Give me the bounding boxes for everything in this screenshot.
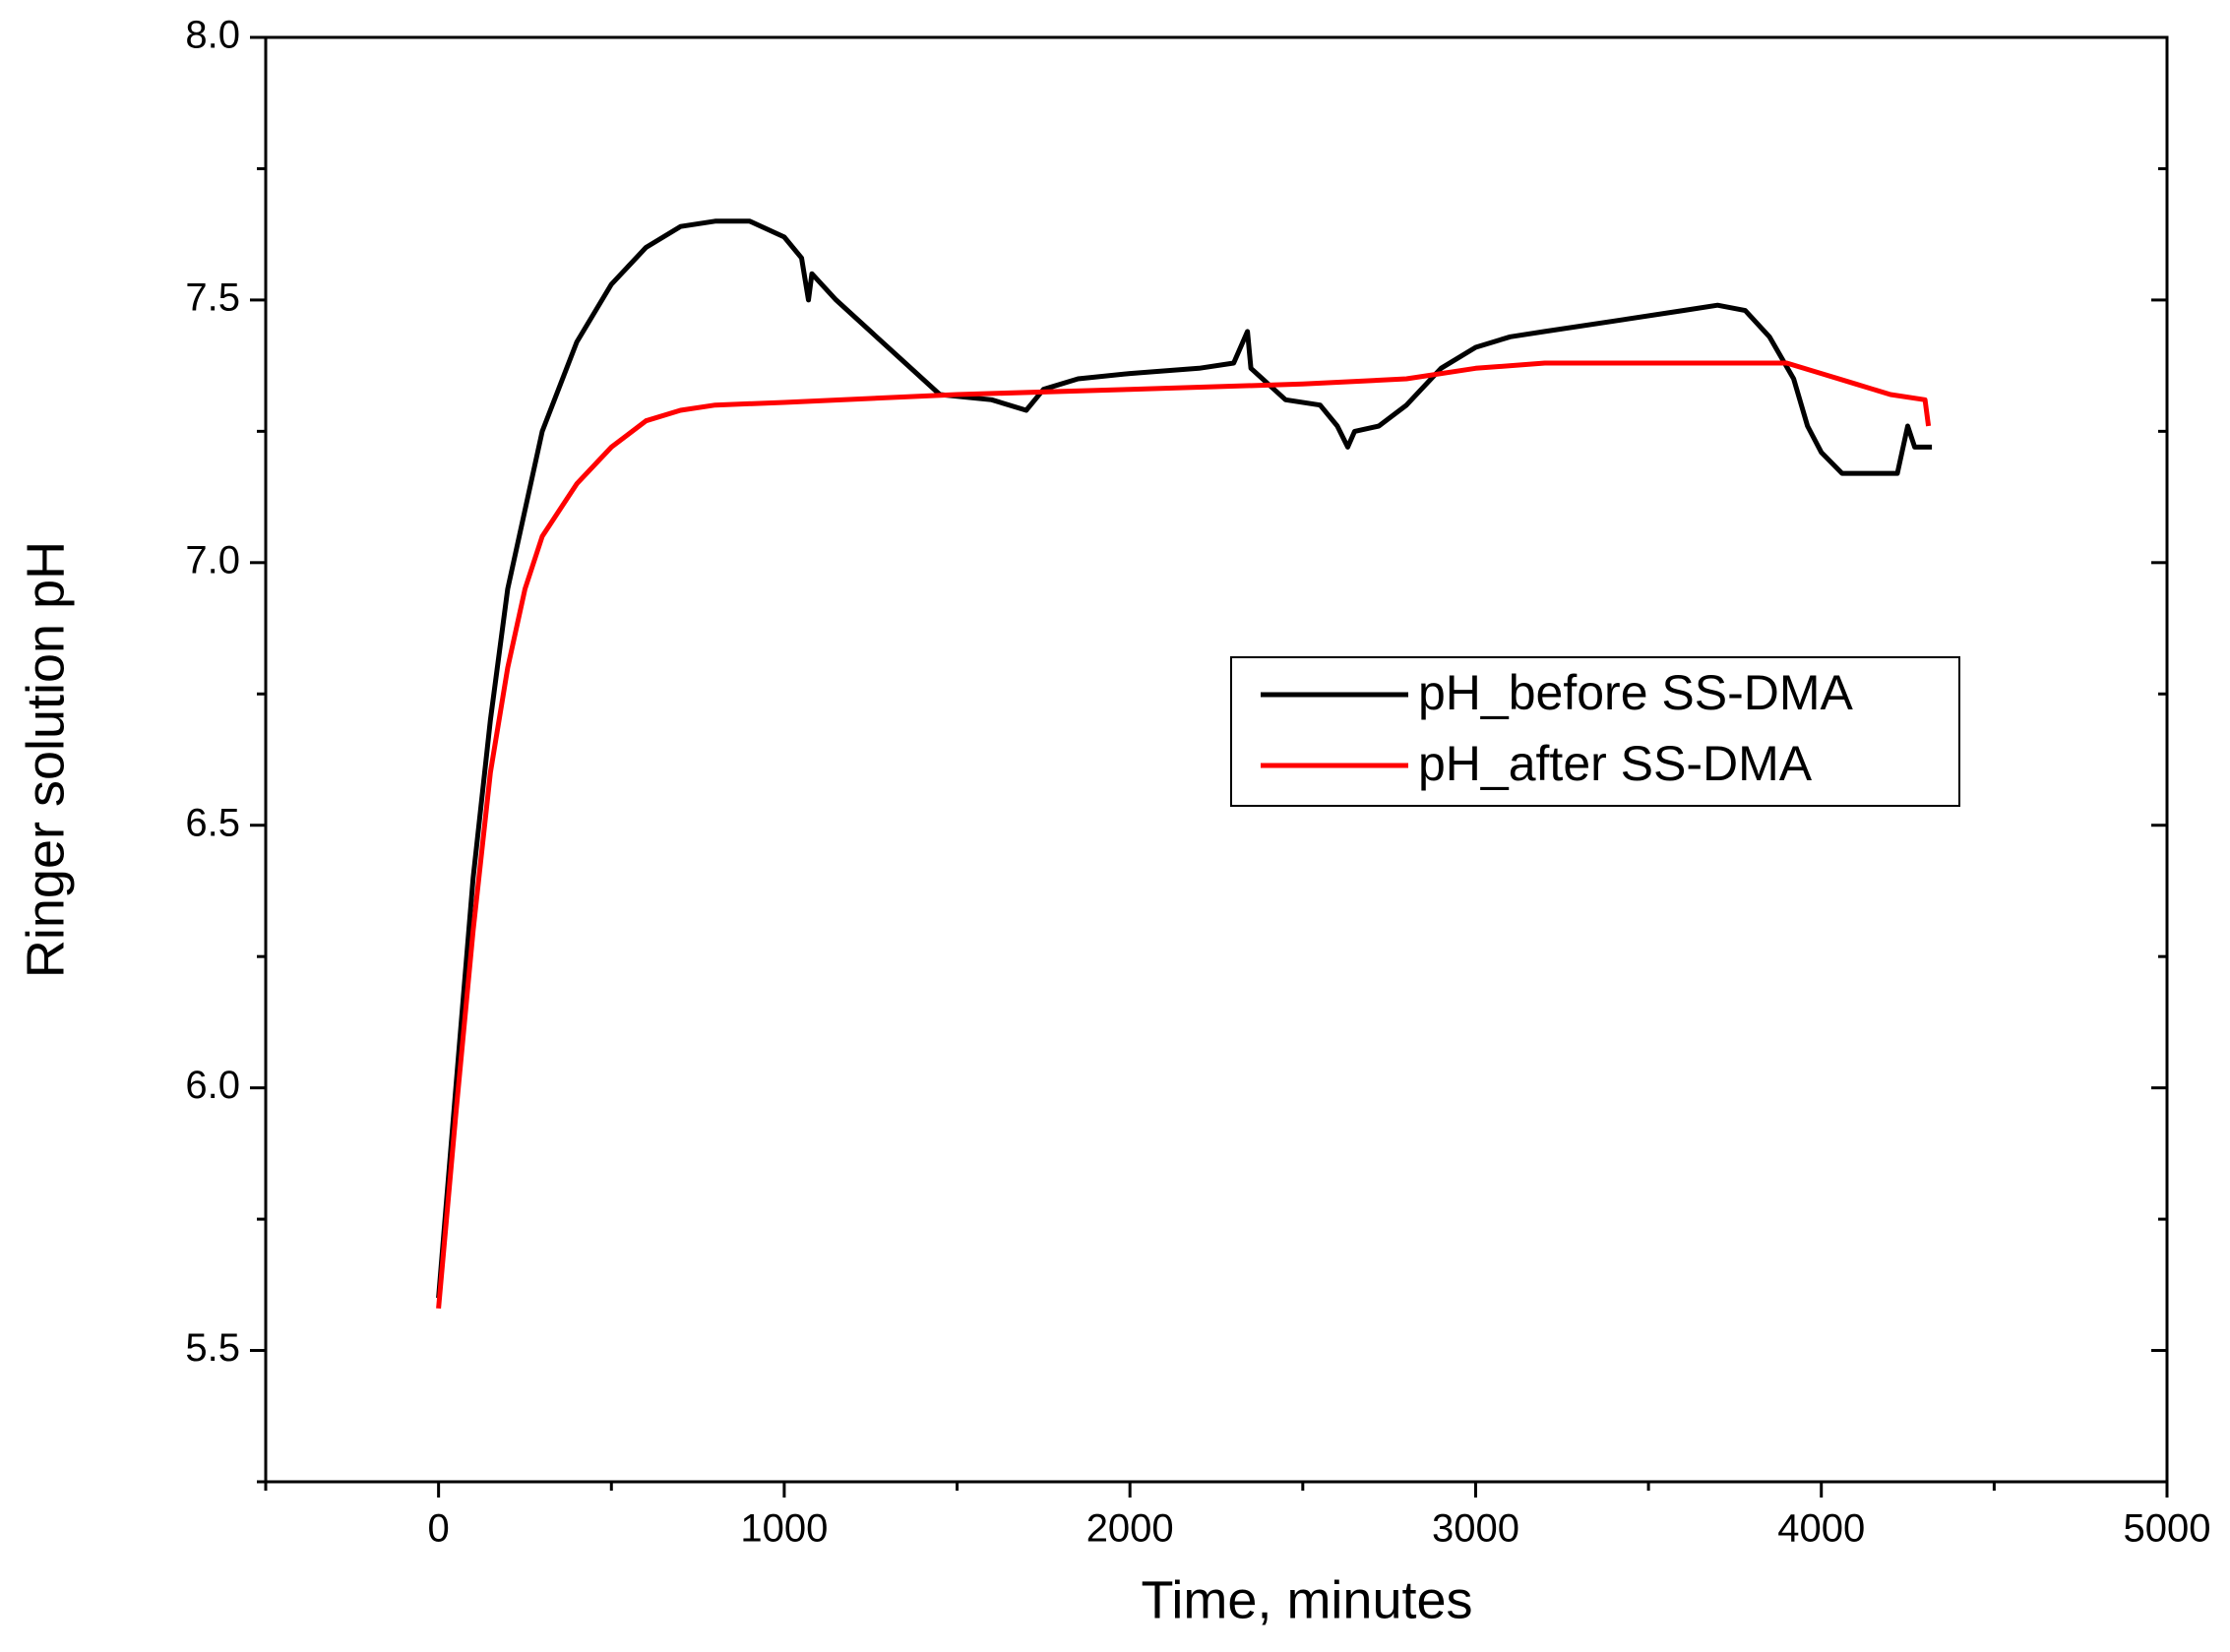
y-tick-label: 6.0 <box>185 1064 240 1107</box>
data-line <box>436 218 1933 1299</box>
legend-label: pH_before SS-DMA <box>1418 665 1853 720</box>
x-tick-label: 4000 <box>1777 1507 1865 1551</box>
legend-label: pH_after SS-DMA <box>1418 736 1813 791</box>
x-tick-label: 5000 <box>2124 1507 2211 1551</box>
x-tick-label: 0 <box>428 1507 450 1551</box>
legend-box <box>1230 656 1960 807</box>
x-axis-label: Time, minutes <box>1141 1570 1472 1629</box>
y-axis-label: Ringer solution pH <box>16 541 75 978</box>
x-tick-label: 1000 <box>740 1507 828 1551</box>
y-tick-label: 7.0 <box>185 538 240 581</box>
y-tick-label: 7.5 <box>185 275 240 319</box>
x-tick-label: 3000 <box>1432 1507 1519 1551</box>
data-line <box>436 360 1932 1310</box>
x-tick-label: 2000 <box>1086 1507 1174 1551</box>
y-tick-label: 8.0 <box>185 14 240 57</box>
y-tick-label: 5.5 <box>185 1326 240 1370</box>
y-tick-label: 6.5 <box>185 801 240 844</box>
plot-frame <box>264 35 2169 1484</box>
